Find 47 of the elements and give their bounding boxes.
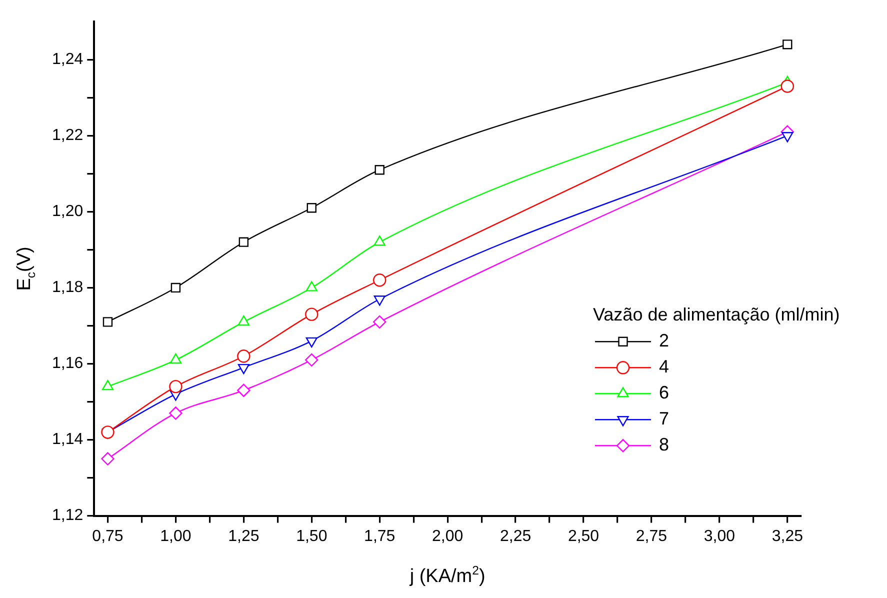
point — [170, 353, 182, 364]
point — [305, 308, 318, 321]
point — [373, 274, 386, 287]
point — [237, 384, 250, 397]
x-tick-label: 1,75 — [364, 528, 396, 545]
legend-label: 7 — [659, 408, 670, 429]
x-tick-label: 3,25 — [772, 528, 804, 545]
y-tick-label: 1,20 — [52, 203, 84, 220]
point — [374, 235, 386, 246]
y-tick-label: 1,22 — [52, 127, 84, 144]
x-tick-label: 1,00 — [160, 528, 192, 545]
x-tick-label: 2,50 — [568, 528, 600, 545]
point — [782, 40, 792, 50]
y-tick-label: 1,24 — [52, 51, 84, 68]
x-tick-label: 2,25 — [500, 528, 532, 545]
legend-label: 2 — [659, 330, 670, 351]
point — [306, 281, 318, 292]
point — [373, 315, 386, 329]
point — [101, 452, 114, 466]
point — [169, 406, 182, 420]
y-axis-title: Ec(V) — [14, 246, 38, 291]
x-tick-label: 3,00 — [704, 528, 736, 545]
point — [306, 203, 316, 213]
legend-label: 4 — [659, 356, 670, 377]
x-tick-label: 1,50 — [296, 528, 328, 545]
point — [238, 237, 249, 247]
point — [305, 353, 318, 367]
legend-title: Vazão de alimentação (ml/min) — [593, 304, 840, 325]
x-tick-label: 2,75 — [636, 528, 668, 545]
y-tick-label: 1,16 — [52, 355, 84, 372]
x-tick-label: 0,75 — [92, 528, 124, 545]
point — [170, 282, 181, 293]
x-tick-label: 2,00 — [432, 528, 464, 545]
y-tick-label: 1,14 — [52, 431, 84, 448]
point — [780, 80, 794, 93]
point — [238, 315, 250, 326]
point — [102, 317, 113, 327]
point — [101, 426, 114, 439]
y-tick-label: 1,18 — [52, 279, 84, 296]
point — [237, 350, 250, 363]
legend-label: 8 — [659, 434, 670, 455]
x-tick-label: 1,25 — [228, 528, 260, 545]
y-tick-label: 1,12 — [52, 507, 84, 524]
legend-label: 6 — [659, 382, 670, 403]
point — [169, 380, 182, 394]
point — [374, 165, 384, 175]
point — [102, 380, 114, 390]
